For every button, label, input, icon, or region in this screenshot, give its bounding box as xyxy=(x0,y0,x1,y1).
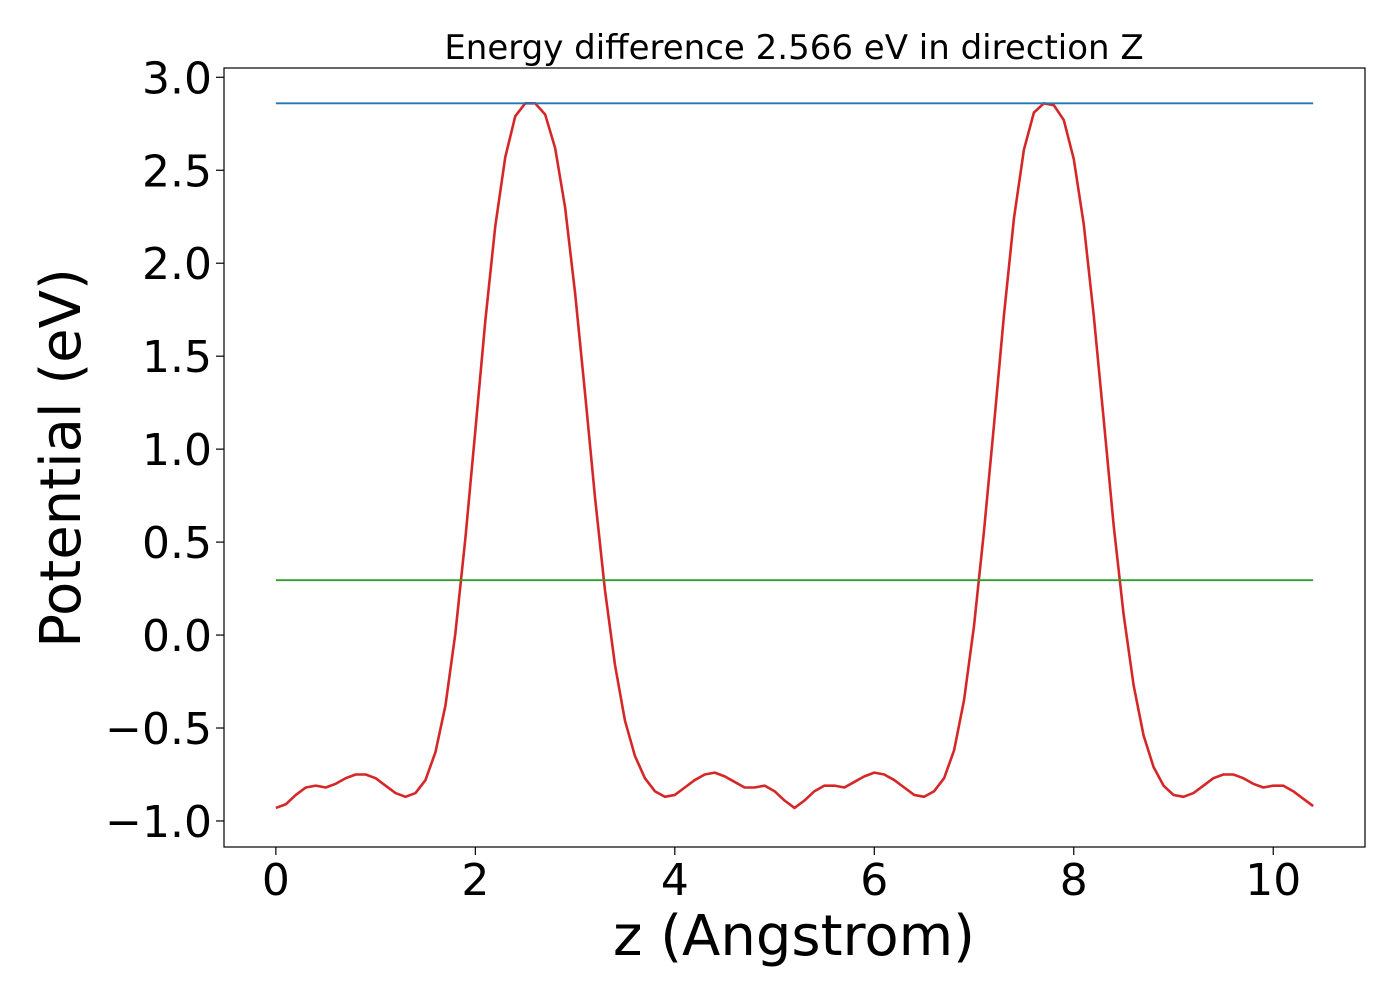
y-tick-label: 0.5 xyxy=(142,518,212,569)
y-tick-label: 2.0 xyxy=(142,239,212,290)
x-tick-label: 2 xyxy=(461,855,489,906)
y-tick-label: 2.5 xyxy=(142,146,212,197)
x-tick-label: 10 xyxy=(1245,855,1301,906)
y-axis-label: Potential (eV) xyxy=(29,268,94,648)
y-tick-label: 1.0 xyxy=(142,425,212,476)
x-tick-label: 8 xyxy=(1060,855,1088,906)
y-tick-label: −0.5 xyxy=(105,704,212,755)
x-tick-label: 0 xyxy=(262,855,290,906)
series-layer xyxy=(275,102,1314,810)
x-tick-label: 4 xyxy=(661,855,689,906)
y-tick-label: 1.5 xyxy=(142,332,212,383)
plot-frame xyxy=(223,67,1366,848)
y-axis: −1.0 −0.5 0.0 0.5 1.0 1.5 2.0 2.5 3.0 xyxy=(105,53,224,848)
chart-title: Energy difference 2.566 eV in direction … xyxy=(444,28,1143,68)
y-tick-label: −1.0 xyxy=(105,797,212,848)
y-tick-label: 3.0 xyxy=(142,53,212,104)
series-line-0 xyxy=(275,102,1314,810)
x-tick-label: 6 xyxy=(860,855,888,906)
y-tick-label: 0.0 xyxy=(142,611,212,662)
x-axis-label: z (Angstrom) xyxy=(613,904,975,969)
x-axis: 0 2 4 6 8 10 xyxy=(262,847,1301,906)
